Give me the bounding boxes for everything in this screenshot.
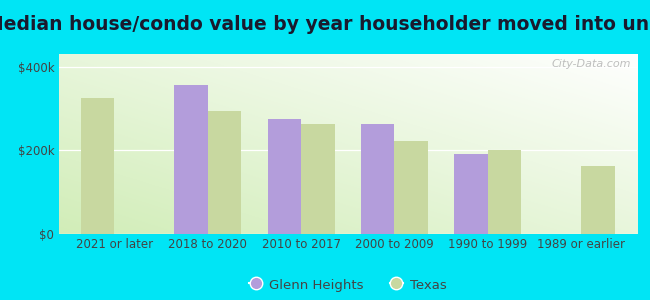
Bar bbox=[488, 150, 521, 234]
Bar bbox=[395, 141, 428, 234]
Bar bbox=[301, 124, 335, 234]
Bar bbox=[174, 85, 208, 234]
Bar bbox=[268, 119, 301, 234]
Bar bbox=[454, 154, 488, 234]
Bar bbox=[581, 166, 615, 234]
Bar bbox=[208, 111, 241, 234]
Bar bbox=[81, 98, 114, 234]
Text: Median house/condo value by year householder moved into unit: Median house/condo value by year househo… bbox=[0, 15, 650, 34]
Bar bbox=[361, 124, 395, 234]
Legend: Glenn Heights, Texas: Glenn Heights, Texas bbox=[244, 273, 452, 297]
Text: City-Data.com: City-Data.com bbox=[552, 59, 631, 69]
